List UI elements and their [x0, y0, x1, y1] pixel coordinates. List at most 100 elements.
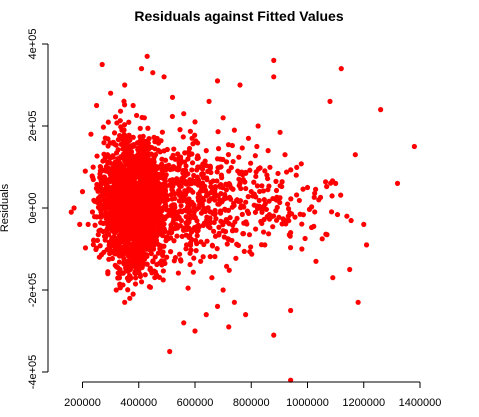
data-point [186, 152, 192, 158]
data-point [251, 179, 257, 185]
data-point [100, 228, 106, 235]
data-point [189, 167, 195, 173]
data-point [137, 271, 143, 278]
data-point [245, 135, 252, 141]
data-point [219, 199, 225, 205]
data-point [113, 205, 119, 211]
data-point [243, 170, 249, 176]
data-point [95, 232, 101, 238]
data-point [236, 154, 242, 160]
data-point [188, 247, 194, 253]
data-point [200, 254, 206, 260]
data-point [183, 172, 189, 178]
data-point [285, 213, 291, 219]
data-point [202, 208, 208, 215]
data-point [171, 146, 177, 152]
data-point [152, 199, 158, 205]
data-point [151, 134, 157, 140]
data-point [161, 226, 167, 232]
data-point [175, 209, 182, 215]
data-point [276, 214, 282, 220]
data-point [209, 242, 215, 248]
data-point [90, 242, 96, 248]
data-point [203, 148, 209, 154]
data-point [188, 229, 195, 235]
data-point [104, 213, 110, 220]
data-point [194, 167, 200, 173]
data-point [211, 219, 217, 226]
data-point [188, 181, 194, 187]
data-point [226, 324, 232, 330]
data-point [227, 215, 233, 221]
data-point [279, 179, 285, 185]
data-point [148, 151, 155, 157]
data-point [127, 295, 133, 301]
data-point [215, 129, 221, 135]
data-point [302, 235, 308, 242]
data-point [142, 178, 149, 184]
data-point [285, 201, 291, 207]
data-point [327, 98, 333, 104]
data-point [174, 233, 180, 239]
data-point [88, 131, 94, 137]
data-point [176, 198, 182, 204]
data-point [217, 210, 224, 216]
data-point [138, 251, 144, 257]
data-point [199, 188, 206, 194]
data-point [212, 233, 219, 239]
data-point [115, 265, 121, 271]
data-point [236, 176, 242, 182]
data-point [132, 281, 139, 287]
data-point [214, 303, 221, 309]
data-point [159, 129, 165, 135]
data-point [195, 222, 201, 228]
data-point [101, 197, 107, 203]
data-point [189, 160, 196, 166]
data-point [279, 221, 285, 227]
data-point [150, 246, 157, 252]
data-point [162, 216, 168, 222]
data-point [112, 200, 118, 206]
data-point [148, 250, 154, 257]
data-point [85, 221, 91, 227]
data-point [328, 180, 334, 186]
data-point [308, 224, 315, 231]
data-point [269, 214, 275, 220]
data-point [288, 167, 294, 173]
data-point [144, 261, 150, 267]
data-point [159, 262, 165, 268]
data-point [129, 160, 135, 166]
data-point [126, 119, 132, 125]
data-point [256, 197, 262, 204]
data-point [112, 248, 118, 254]
data-point [136, 229, 142, 235]
data-point [226, 236, 232, 242]
x-tick-label: 1000000 [286, 397, 329, 409]
data-point [218, 164, 224, 170]
data-point [215, 146, 222, 152]
data-point [209, 275, 215, 281]
data-point [203, 312, 209, 318]
data-point [130, 156, 136, 162]
data-point [169, 186, 175, 193]
data-point [233, 197, 240, 204]
data-point [136, 208, 143, 214]
data-point [110, 211, 116, 217]
data-point [154, 203, 160, 209]
data-point [254, 143, 260, 150]
data-point [230, 222, 236, 228]
data-point [177, 127, 183, 133]
data-point [122, 199, 129, 205]
data-point [236, 170, 243, 177]
data-point [97, 206, 103, 212]
data-point [147, 284, 154, 290]
data-point [160, 249, 166, 255]
data-point [253, 173, 259, 180]
data-point [150, 159, 156, 165]
data-point [130, 291, 136, 297]
data-point [105, 119, 111, 125]
data-point [216, 183, 223, 189]
data-point [127, 262, 134, 268]
data-point [324, 183, 330, 190]
data-point [259, 183, 265, 189]
